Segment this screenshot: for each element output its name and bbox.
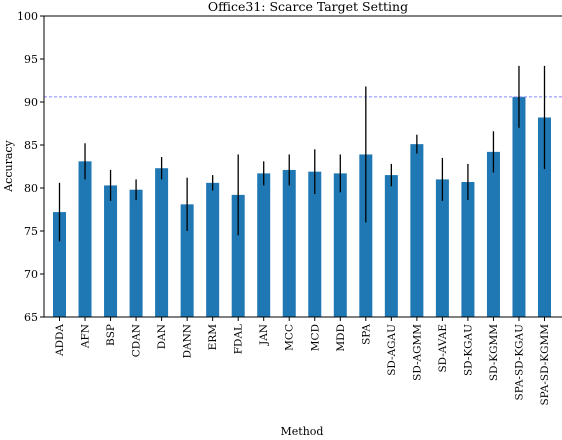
bar-sd-kgmm [486, 151, 500, 317]
bar-dan [155, 168, 169, 317]
x-tick-label: SD-KGMM [488, 324, 500, 381]
x-axis-label: Method [281, 425, 324, 438]
bar-cdan [129, 189, 143, 317]
x-tick-label: MCC [284, 324, 296, 351]
bar-spa-sd-kgmm [538, 117, 551, 317]
bar-sd-avae [435, 179, 449, 317]
x-tick-label: SD-AGMM [411, 324, 423, 381]
x-tick-label: SD-KGAU [462, 324, 474, 376]
bar-mcc [282, 169, 296, 317]
y-tick-label: 75 [24, 225, 38, 238]
x-tick-label: AFN [80, 324, 92, 349]
y-axis-label: Accuracy [2, 139, 15, 192]
bar-spa [359, 154, 373, 317]
x-tick-label: MCD [309, 324, 321, 351]
x-tick-label: MDD [335, 324, 347, 352]
bar-sd-agau [384, 175, 398, 317]
x-tick-label: JAN [258, 324, 270, 346]
bar-bsp [104, 185, 118, 317]
y-tick-label: 90 [24, 96, 38, 109]
bar-erm [206, 182, 220, 317]
y-tick-label: 85 [24, 139, 38, 152]
x-tick-label: DAN [156, 324, 168, 349]
bar-mdd [333, 173, 347, 317]
y-tick-label: 100 [17, 10, 38, 23]
x-tick-label: SD-AGAU [386, 324, 398, 376]
x-tick-label: FDAL [233, 324, 245, 354]
y-tick-label: 80 [24, 182, 38, 195]
bar-dann [180, 204, 194, 317]
bar-mcd [308, 171, 322, 317]
bar-sd-kgau [461, 181, 475, 317]
x-tick-label: SD-AVAE [437, 324, 449, 373]
chart-title: Office31: Scarce Target Setting [208, 0, 408, 14]
x-tick-label: BSP [105, 324, 117, 346]
bar-sd-agmm [410, 144, 424, 317]
bar-fdal [231, 194, 245, 317]
x-tick-label: CDAN [131, 324, 143, 357]
y-tick-label: 95 [24, 53, 38, 66]
bar-afn [78, 161, 92, 317]
y-tick-label: 65 [24, 311, 38, 324]
x-tick-label: SPA [360, 324, 372, 345]
x-tick-label: SPA-SD-KGAU [513, 324, 525, 401]
plot-frame [43, 15, 562, 318]
x-tick-label: DANN [182, 324, 194, 358]
bar-jan [257, 173, 271, 317]
bar-spa-sd-kgau [512, 96, 526, 317]
y-tick-label: 70 [24, 268, 38, 281]
x-tick-label: SPA-SD-KGMM [539, 324, 551, 406]
x-tick-label: ADDA [54, 324, 66, 357]
bar-adda [53, 212, 66, 317]
x-tick-label: ERM [207, 324, 219, 351]
